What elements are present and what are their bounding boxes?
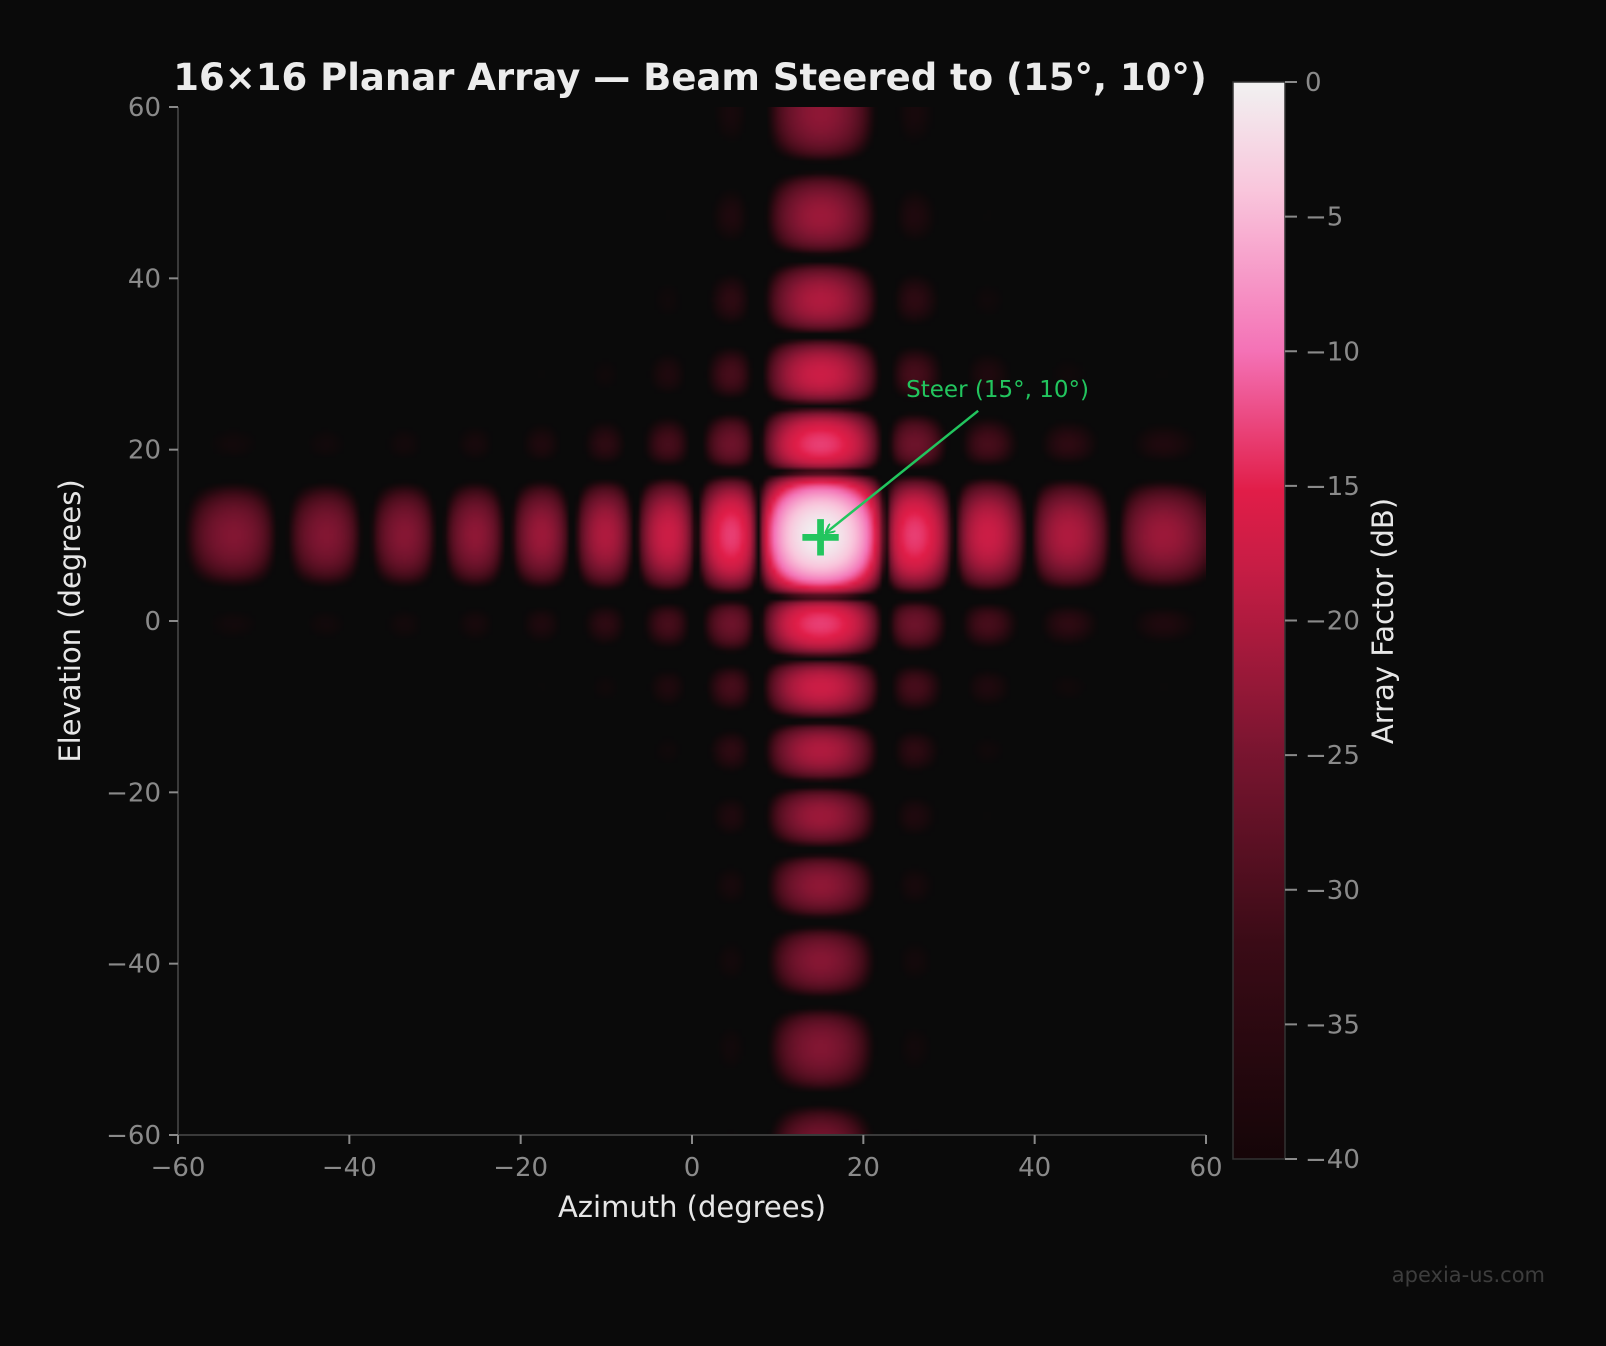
annotation-arrow — [827, 409, 979, 532]
colorbar: 0 −5 −10 −15 −20 −25 −30 −35 −40 Array Factor (d… — [1232, 68, 1400, 1175]
x-tick-label: 0 — [684, 1153, 701, 1183]
x-tick-label: 20 — [847, 1153, 880, 1183]
y-tick-label: 60 — [128, 93, 161, 123]
x-tick-label: −20 — [493, 1153, 548, 1183]
colorbar-ticks: 0 −5 −10 −15 −20 −25 −30 −35 −40 — [1285, 68, 1360, 1175]
watermark: apexia-us.com — [1392, 1263, 1545, 1287]
chart-title: 16×16 Planar Array — Beam Steered to (15… — [173, 56, 1207, 99]
heatmap-image — [178, 107, 1206, 1135]
colorbar-label: Array Factor (dB) — [1366, 498, 1400, 744]
colorbar-tick-label: 0 — [1305, 68, 1322, 98]
steer-annotation: Steer (15°, 10°) + — [796, 377, 1089, 569]
x-tick-label: 40 — [1018, 1153, 1051, 1183]
y-axis-ticks: −60 −40 −20 0 20 40 60 — [106, 93, 178, 1151]
colorbar-tick-label: −5 — [1305, 203, 1343, 233]
y-tick-label: 20 — [128, 436, 161, 466]
x-axis-label: Azimuth (degrees) — [558, 1190, 826, 1224]
y-tick-label: 0 — [144, 607, 161, 637]
colorbar-tick-label: −25 — [1305, 741, 1360, 771]
steer-marker-plus: + — [796, 501, 845, 569]
y-tick-label: −60 — [106, 1121, 161, 1151]
y-tick-label: 40 — [128, 264, 161, 294]
colorbar-tick-label: −40 — [1305, 1145, 1360, 1175]
x-tick-label: 60 — [1189, 1153, 1222, 1183]
colorbar-gradient — [1232, 81, 1286, 1160]
y-tick-label: −40 — [106, 950, 161, 980]
x-tick-label: −40 — [322, 1153, 377, 1183]
colorbar-tick-label: −30 — [1305, 876, 1360, 906]
colorbar-tick-label: −15 — [1305, 472, 1360, 502]
x-tick-label: −60 — [151, 1153, 206, 1183]
annotation-text: Steer (15°, 10°) — [906, 377, 1089, 403]
y-axis-label: Elevation (degrees) — [53, 479, 87, 762]
x-axis-ticks: −60 −40 −20 0 20 40 60 — [151, 1135, 1223, 1183]
colorbar-tick-label: −35 — [1305, 1010, 1360, 1040]
y-tick-label: −20 — [106, 778, 161, 808]
colorbar-tick-label: −10 — [1305, 337, 1360, 367]
colorbar-tick-label: −20 — [1305, 607, 1360, 637]
plot-area — [177, 107, 1206, 1136]
